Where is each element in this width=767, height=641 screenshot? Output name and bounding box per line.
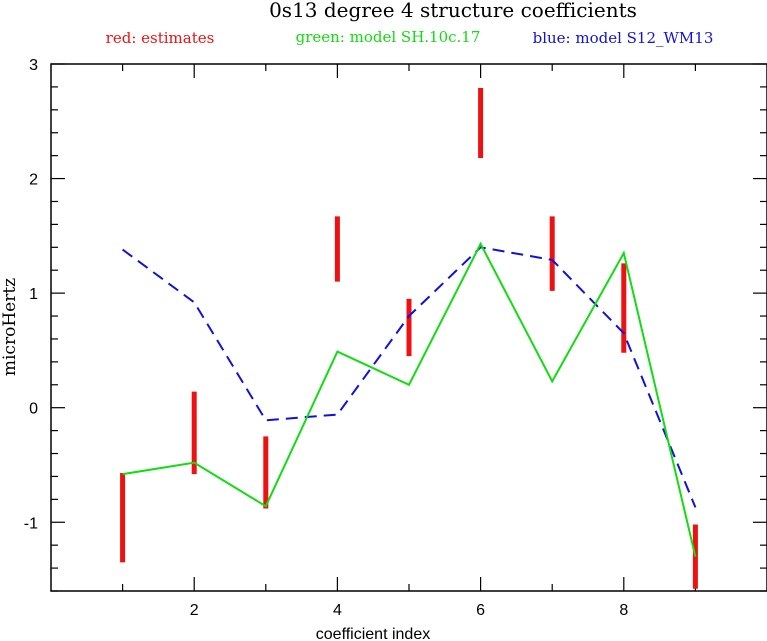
legend-green-model: green: model SH.10c.17 <box>296 28 481 46</box>
x-tick-label: 8 <box>619 602 628 619</box>
y-axis-label: microHertz <box>0 278 20 376</box>
y-tick-label: 3 <box>29 57 38 74</box>
series-line-green-model <box>122 241 697 557</box>
y-tick-label: 2 <box>29 172 38 189</box>
y-tick-labels: -1 0 1 2 3 <box>24 57 38 532</box>
y-tick-label: 0 <box>29 401 38 418</box>
x-axis-label: coefficient index <box>316 626 430 641</box>
y-tick-label: -1 <box>24 515 38 532</box>
axis-ticks <box>51 63 767 592</box>
x-tick-label: 4 <box>333 602 342 619</box>
y-tick-label: 1 <box>29 286 38 303</box>
estimate-bars <box>120 88 698 589</box>
chart-title: 0s13 degree 4 structure coefficients <box>269 0 637 22</box>
x-tick-labels: 2 4 6 8 <box>190 602 629 619</box>
legend-blue-model: blue: model S12_WM13 <box>533 29 714 47</box>
legend-estimates: red: estimates <box>106 29 215 47</box>
x-tick-label: 2 <box>190 602 199 619</box>
x-tick-label: 6 <box>476 602 485 619</box>
series-line-blue-model <box>122 246 697 508</box>
